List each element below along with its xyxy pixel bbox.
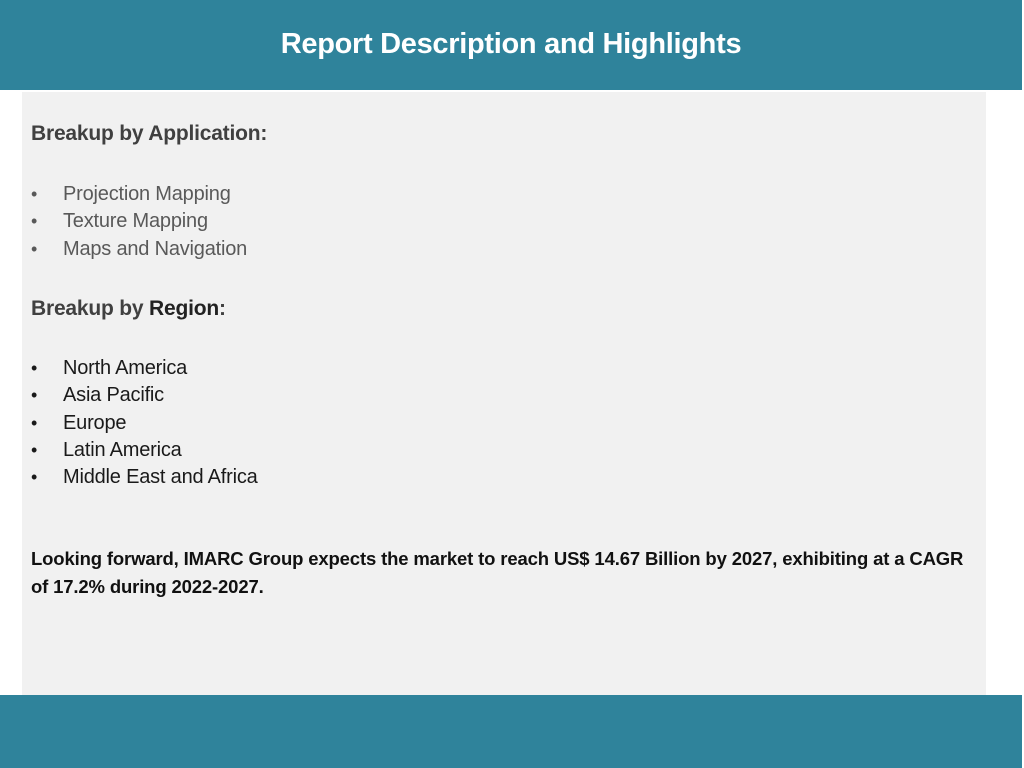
region-item-label: North America [63, 357, 188, 379]
footer-bar [0, 695, 1022, 768]
region-item-label: Middle East and Africa [63, 466, 258, 489]
region-item: • Europe [31, 410, 258, 437]
bullet-icon: • [31, 412, 38, 433]
content-panel: Breakup by Application: • Projection Map… [22, 92, 986, 695]
region-item: • Middle East and Africa [31, 464, 258, 491]
bullet-icon: • [31, 439, 38, 460]
bullet-icon: • [31, 385, 38, 406]
application-heading: Breakup by Application: [31, 122, 268, 145]
region-heading-prefix: Breakup by [31, 297, 150, 320]
region-item-label: Europe [63, 411, 127, 434]
application-item: • Maps and Navigation [31, 236, 247, 263]
region-item-label: Asia Pacific [63, 384, 164, 407]
region-heading: Breakup by Region: [31, 297, 226, 321]
application-item-label: Projection Mapping [63, 183, 231, 205]
bullet-icon: • [31, 211, 38, 232]
region-heading-emphasis: Region [149, 297, 219, 320]
application-item-label: Texture Mapping [63, 210, 208, 233]
application-item-label: Maps and Navigation [63, 237, 248, 260]
header-bar: Report Description and Highlights [0, 0, 1022, 90]
application-item: • Texture Mapping [31, 208, 247, 235]
market-forecast-text: Looking forward, IMARC Group expects the… [31, 548, 964, 597]
region-item: • North America [31, 355, 258, 382]
bullet-icon: • [31, 358, 38, 378]
region-item-label: Latin America [63, 438, 182, 461]
bullet-icon: • [31, 184, 38, 204]
region-item: • Asia Pacific [31, 382, 258, 409]
region-list: • North America • Asia Pacific • Europe … [31, 355, 258, 491]
page-title: Report Description and Highlights [280, 27, 742, 60]
application-item: • Projection Mapping [31, 181, 247, 208]
application-list: • Projection Mapping • Texture Mapping •… [31, 181, 247, 263]
bullet-icon: • [31, 467, 38, 488]
region-item: • Latin America [31, 437, 258, 464]
bullet-icon: • [31, 238, 38, 259]
region-heading-suffix: : [218, 297, 226, 320]
